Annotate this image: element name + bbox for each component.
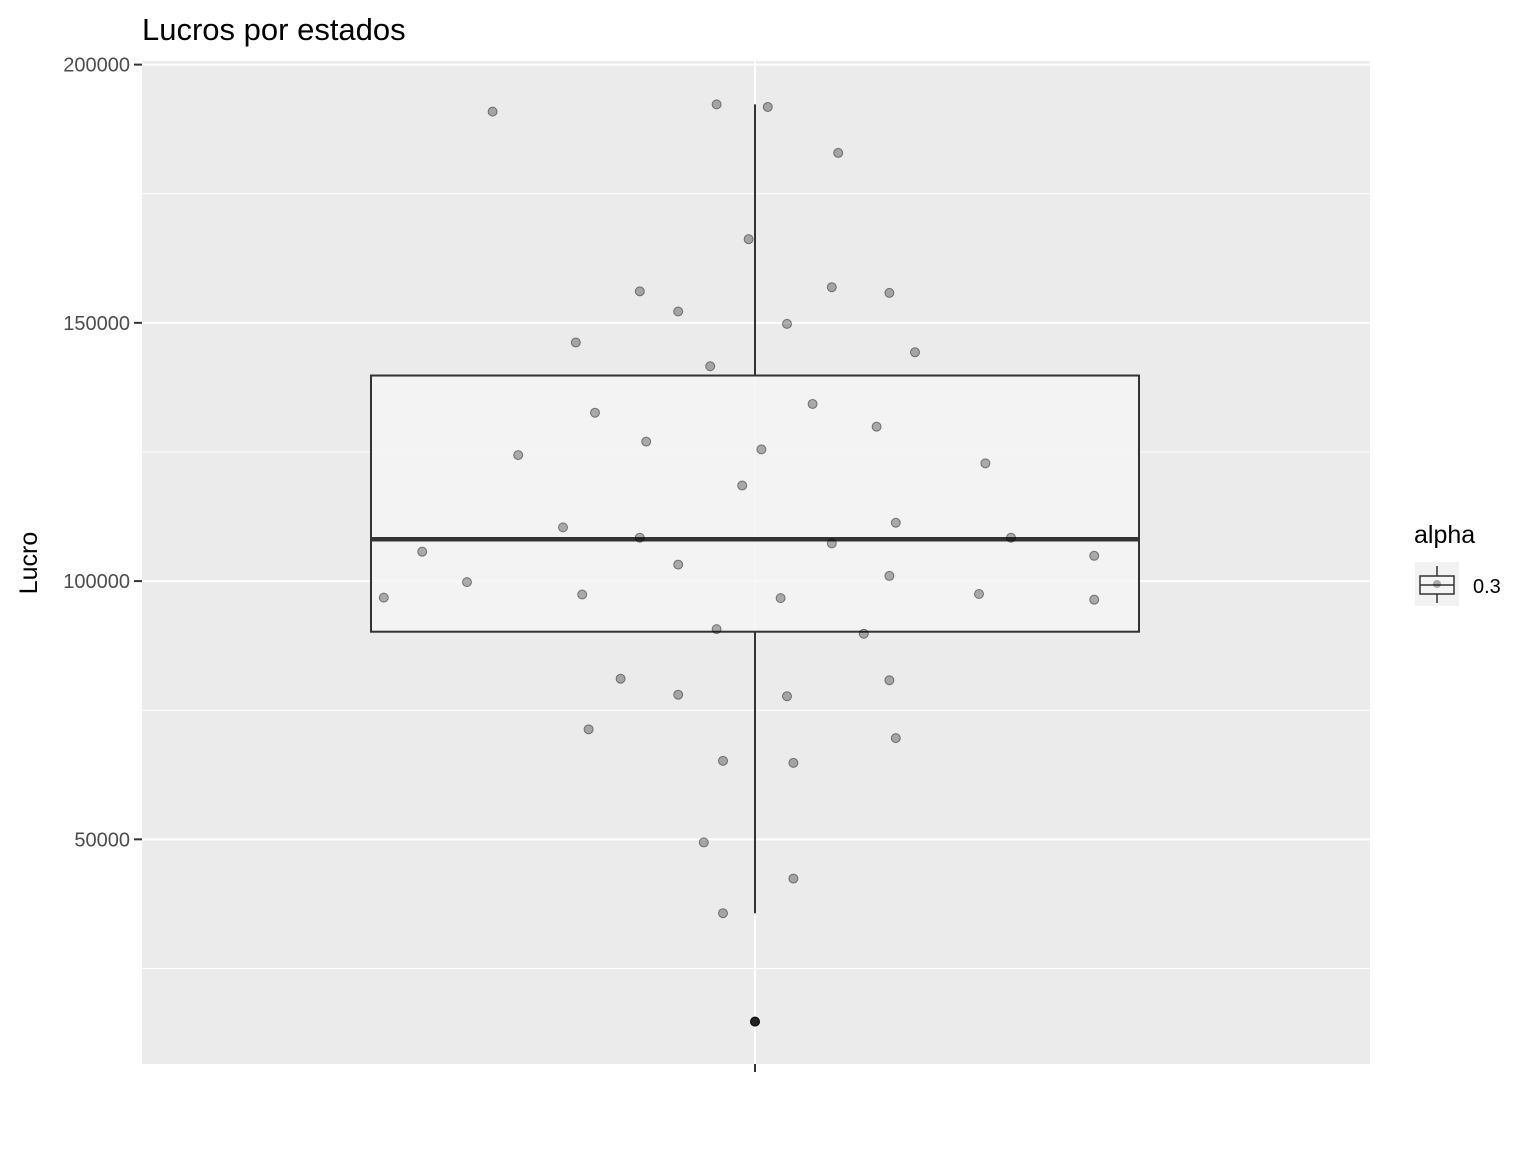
data-point bbox=[807, 398, 818, 409]
data-point bbox=[705, 361, 716, 372]
legend-title: alpha bbox=[1414, 521, 1475, 549]
legend: alpha 0.3 bbox=[1414, 521, 1501, 606]
data-point bbox=[711, 99, 722, 110]
data-point bbox=[871, 421, 882, 432]
data-point bbox=[634, 286, 645, 297]
data-point bbox=[974, 589, 984, 600]
data-point bbox=[833, 147, 844, 158]
data-point bbox=[1089, 550, 1100, 561]
data-point bbox=[782, 318, 792, 329]
data-point bbox=[1006, 532, 1016, 543]
data-point bbox=[782, 691, 792, 702]
data-point bbox=[910, 347, 920, 358]
data-point bbox=[711, 624, 722, 635]
data-point bbox=[487, 106, 498, 117]
data-point bbox=[980, 458, 991, 469]
data-point bbox=[750, 1016, 760, 1027]
legend-key bbox=[1415, 562, 1459, 606]
y-tick-label: 50000 bbox=[74, 829, 130, 851]
y-tick-label: 150000 bbox=[63, 313, 130, 335]
data-point bbox=[884, 287, 895, 298]
chart-title: Lucros por estados bbox=[142, 12, 406, 47]
data-point bbox=[756, 444, 767, 455]
y-tick-label: 100000 bbox=[63, 571, 130, 593]
data-point bbox=[788, 757, 799, 768]
data-point bbox=[558, 522, 568, 533]
data-point bbox=[1089, 594, 1100, 605]
data-point bbox=[884, 675, 895, 686]
outlier-point bbox=[750, 1016, 760, 1027]
data-point bbox=[884, 570, 895, 581]
data-point bbox=[698, 837, 709, 848]
data-point bbox=[826, 538, 837, 549]
data-point bbox=[858, 628, 869, 639]
data-point bbox=[513, 450, 524, 461]
data-point bbox=[762, 101, 773, 112]
data-point bbox=[673, 689, 684, 700]
data-point bbox=[590, 407, 600, 418]
data-point bbox=[718, 908, 728, 919]
box-iqr bbox=[370, 374, 1140, 633]
data-point bbox=[570, 337, 581, 348]
data-point bbox=[673, 559, 684, 570]
data-point bbox=[462, 577, 472, 588]
data-points bbox=[378, 99, 1100, 1027]
boxplot bbox=[370, 104, 1140, 1027]
data-point bbox=[417, 546, 428, 557]
data-point bbox=[737, 480, 748, 491]
legend-entry-label: 0.3 bbox=[1473, 576, 1501, 598]
data-point bbox=[718, 755, 728, 766]
data-point bbox=[826, 282, 837, 293]
data-point bbox=[890, 733, 901, 744]
data-point bbox=[634, 532, 645, 543]
data-point bbox=[577, 589, 588, 600]
data-point bbox=[615, 673, 626, 684]
data-point bbox=[890, 517, 901, 528]
y-tick-label: 200000 bbox=[63, 55, 130, 77]
data-point bbox=[775, 593, 786, 604]
data-point bbox=[641, 436, 652, 447]
data-point bbox=[378, 592, 389, 603]
data-point bbox=[743, 234, 754, 245]
data-point bbox=[583, 724, 594, 735]
data-point bbox=[673, 306, 684, 317]
y-axis: 50000 100000 150000 200000 bbox=[63, 55, 142, 851]
data-point bbox=[788, 873, 799, 884]
y-axis-label: Lucro bbox=[15, 532, 43, 595]
